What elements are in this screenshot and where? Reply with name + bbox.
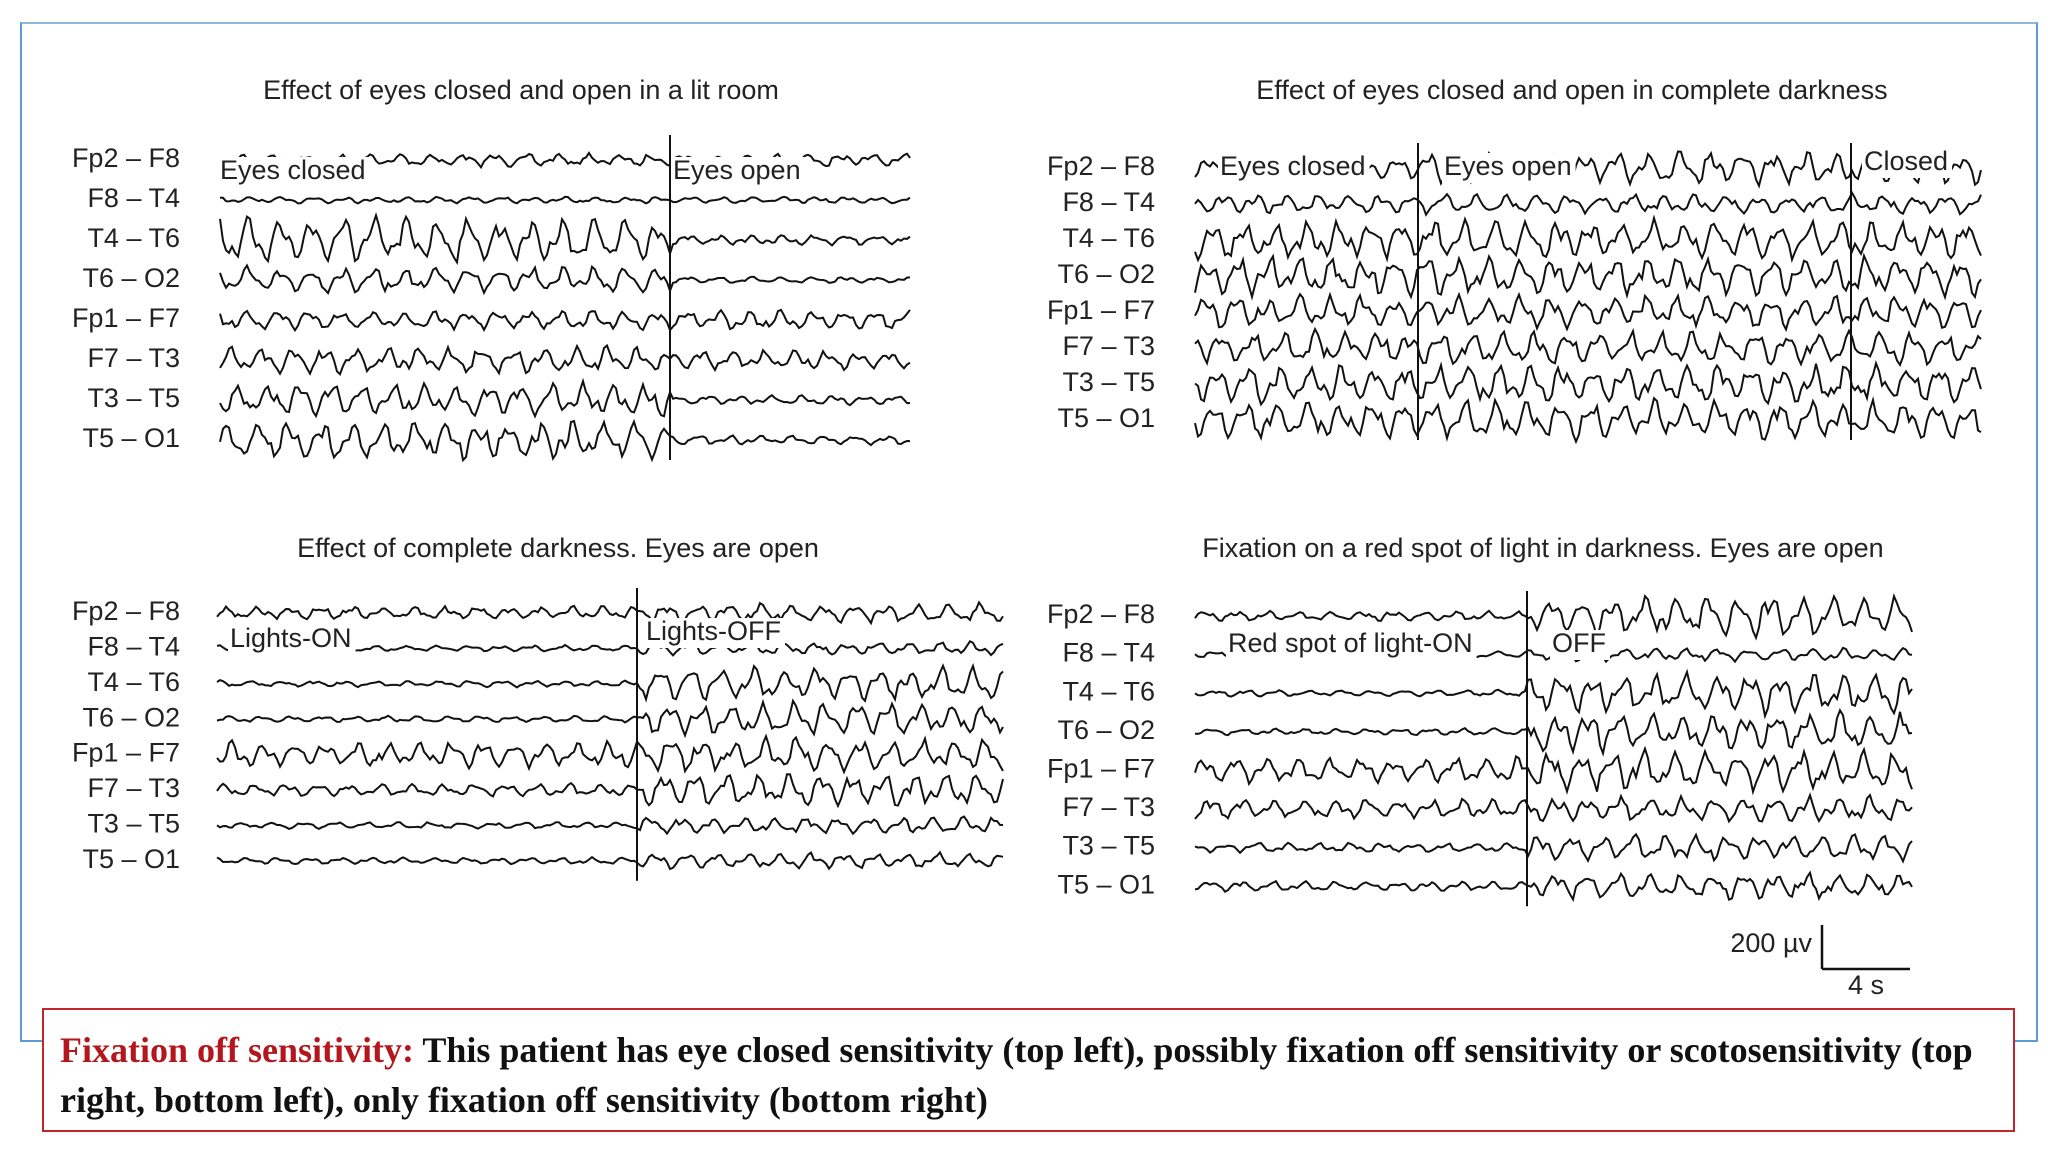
annotation-bg bbox=[1442, 153, 1576, 183]
panel-title: Effect of eyes closed and open in a lit … bbox=[263, 75, 779, 105]
eeg-trace bbox=[219, 308, 911, 333]
annotation: Eyes open bbox=[673, 155, 801, 185]
eeg-trace bbox=[216, 850, 1004, 871]
eeg-trace bbox=[1194, 745, 1913, 796]
channel-label: F8 – T4 bbox=[1062, 638, 1155, 668]
annotation-bg bbox=[218, 157, 370, 187]
annotation-bg bbox=[1226, 630, 1477, 660]
channel-label: T4 – T6 bbox=[1062, 223, 1155, 253]
eeg-trace bbox=[219, 211, 911, 266]
annotation: Lights-OFF bbox=[646, 616, 781, 646]
annotation: Lights-ON bbox=[230, 623, 352, 653]
annotation-bg bbox=[1550, 630, 1610, 660]
eeg-trace bbox=[216, 733, 1004, 775]
panel-title: Fixation on a red spot of light in darkn… bbox=[1202, 533, 1883, 563]
annotation: Eyes open bbox=[1444, 151, 1572, 181]
channel-label: Fp1 – F7 bbox=[72, 738, 180, 768]
caption-body: This patient has eye closed sensitivity … bbox=[60, 1030, 1973, 1120]
channel-label: T5 – O1 bbox=[1057, 869, 1155, 899]
channel-label: F7 – T3 bbox=[1062, 331, 1155, 361]
eeg-trace bbox=[219, 377, 911, 419]
eeg-trace bbox=[1194, 870, 1913, 903]
eeg-trace bbox=[1194, 792, 1913, 824]
annotation-bg bbox=[1218, 153, 1370, 183]
annotation: Closed bbox=[1864, 146, 1948, 176]
channel-label: T4 – T6 bbox=[87, 667, 180, 697]
channel-label: T6 – O2 bbox=[82, 702, 180, 732]
eeg-trace bbox=[1194, 359, 1982, 407]
panel-title: Effect of complete darkness. Eyes are op… bbox=[297, 533, 819, 563]
channel-label: T3 – T5 bbox=[1062, 367, 1155, 397]
annotation: Eyes closed bbox=[220, 155, 366, 185]
annotation-bg bbox=[1862, 148, 1953, 178]
eeg-trace bbox=[1194, 214, 1982, 264]
channel-label: T5 – O1 bbox=[82, 844, 180, 874]
panel-title: Effect of eyes closed and open in comple… bbox=[1256, 75, 1887, 105]
channel-label: F8 – T4 bbox=[87, 183, 180, 213]
channel-label: Fp1 – F7 bbox=[1047, 295, 1155, 325]
channel-label: T3 – T5 bbox=[1062, 831, 1155, 861]
annotation: Eyes closed bbox=[1220, 151, 1366, 181]
eeg-trace bbox=[220, 195, 911, 205]
channel-label: Fp2 – F8 bbox=[1047, 151, 1155, 181]
channel-label: T6 – O2 bbox=[1057, 715, 1155, 745]
channel-label: T3 – T5 bbox=[87, 809, 180, 839]
caption: Fixation off sensitivity: This patient h… bbox=[42, 1008, 2015, 1132]
channel-label: F8 – T4 bbox=[87, 632, 180, 662]
eeg-trace bbox=[216, 698, 1004, 739]
annotation-bg bbox=[228, 625, 356, 655]
channel-label: T6 – O2 bbox=[1057, 259, 1155, 289]
eeg-trace bbox=[1194, 832, 1913, 864]
channel-label: T5 – O1 bbox=[82, 423, 180, 453]
eeg-trace bbox=[1194, 668, 1913, 720]
channel-label: F7 – T3 bbox=[87, 773, 180, 803]
eeg-trace bbox=[219, 263, 911, 296]
eeg-trace bbox=[1194, 326, 1982, 367]
eeg-trace bbox=[1194, 592, 1913, 643]
annotation: OFF bbox=[1552, 628, 1606, 658]
scale-time: 4 s bbox=[1848, 970, 1884, 1000]
scale-amplitude: 200 µv bbox=[1730, 928, 1812, 958]
channel-label: T3 – T5 bbox=[87, 383, 180, 413]
eeg-trace bbox=[1194, 396, 1982, 445]
eeg-trace bbox=[1194, 252, 1982, 301]
channel-label: Fp2 – F8 bbox=[72, 596, 180, 626]
caption-heading: Fixation off sensitivity: bbox=[60, 1030, 414, 1070]
channel-label: F8 – T4 bbox=[1062, 187, 1155, 217]
eeg-trace bbox=[216, 773, 1004, 809]
eeg-trace bbox=[216, 600, 1004, 626]
channel-label: T4 – T6 bbox=[1062, 676, 1155, 706]
channel-label: Fp2 – F8 bbox=[1047, 599, 1155, 629]
annotation: Red spot of light-ON bbox=[1228, 628, 1473, 658]
eeg-trace bbox=[1194, 708, 1913, 757]
channel-label: T6 – O2 bbox=[82, 263, 180, 293]
channel-label: Fp1 – F7 bbox=[72, 303, 180, 333]
eeg-trace bbox=[1194, 291, 1982, 333]
channel-label: F7 – T3 bbox=[1062, 792, 1155, 822]
eeg-trace bbox=[1194, 190, 1982, 217]
annotation-bg bbox=[671, 157, 805, 187]
channel-label: F7 – T3 bbox=[87, 343, 180, 373]
channel-label: T5 – O1 bbox=[1057, 403, 1155, 433]
annotation-bg bbox=[644, 618, 786, 648]
eeg-trace bbox=[216, 662, 1004, 703]
eeg-trace bbox=[219, 418, 911, 463]
eeg-trace bbox=[216, 815, 1004, 836]
channel-label: Fp1 – F7 bbox=[1047, 754, 1155, 784]
channel-label: T4 – T6 bbox=[87, 223, 180, 253]
channel-label: Fp2 – F8 bbox=[72, 143, 180, 173]
eeg-trace bbox=[219, 343, 911, 376]
